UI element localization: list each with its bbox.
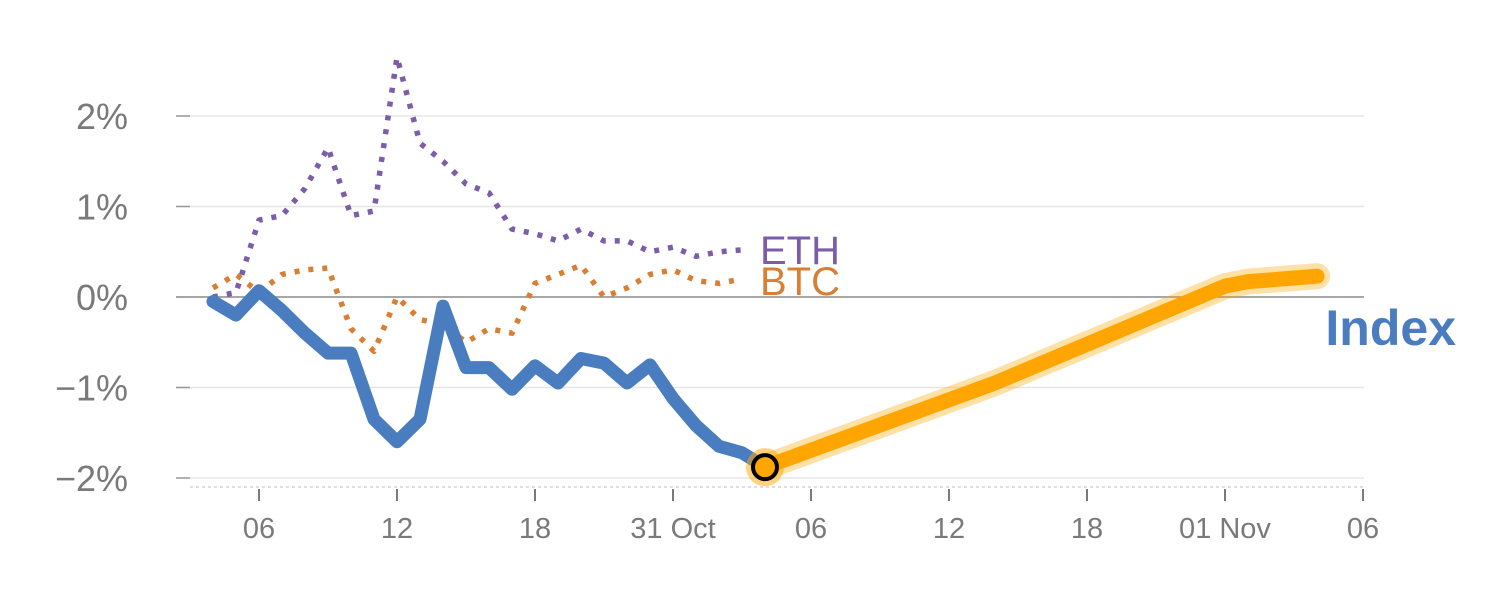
series-line-index [206, 284, 772, 474]
y-tick-label: 0% [76, 277, 128, 318]
series-line-eth [212, 54, 743, 300]
x-tick-label: 12 [933, 513, 965, 545]
x-tick-label: 18 [519, 513, 551, 545]
x-tick-label: 31 Oct [630, 513, 715, 545]
y-tick-label: −1% [55, 368, 128, 409]
y-tick-label: 2% [76, 96, 128, 137]
y-tick-label: 1% [76, 187, 128, 228]
x-tick-label: 18 [1071, 513, 1103, 545]
series-line-btc [211, 262, 743, 355]
x-tick-label: 06 [1347, 513, 1379, 545]
x-tick-label: 06 [243, 513, 275, 545]
x-tick-label: 06 [795, 513, 827, 545]
series-line-index-projection [757, 268, 1325, 475]
series-label-btc: BTC [760, 260, 840, 304]
markers [746, 448, 784, 487]
series-label-index: Index [1325, 300, 1456, 356]
x-tick-label: 01 Nov [1179, 513, 1271, 545]
series-lines [206, 54, 1330, 481]
y-tick-label: −2% [55, 458, 128, 499]
highlight-point [751, 453, 779, 482]
series-label-eth: ETH [760, 229, 840, 273]
axes: 2% 1% 0% −1% −2% 06 12 18 31 Oct 06 12 18 01 Nov 06 [55, 96, 1379, 545]
x-tick-label: 12 [381, 513, 413, 545]
